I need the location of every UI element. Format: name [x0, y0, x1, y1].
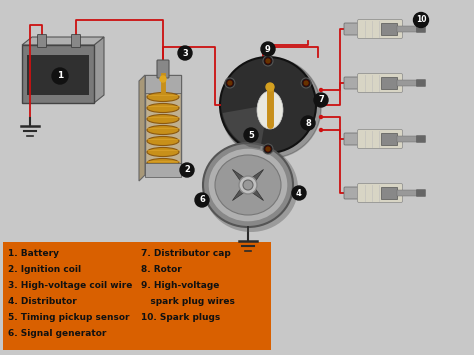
- Polygon shape: [139, 75, 145, 181]
- FancyBboxPatch shape: [397, 190, 417, 196]
- Text: 4. Distributor: 4. Distributor: [8, 297, 77, 306]
- Text: 6. Signal generator: 6. Signal generator: [8, 329, 106, 339]
- FancyBboxPatch shape: [381, 23, 397, 35]
- Circle shape: [265, 58, 271, 64]
- Ellipse shape: [147, 126, 179, 135]
- Text: 2: 2: [184, 165, 190, 175]
- Circle shape: [263, 56, 273, 66]
- Circle shape: [244, 128, 258, 142]
- Text: 10. Spark plugs: 10. Spark plugs: [141, 313, 220, 322]
- Text: 1. Battery: 1. Battery: [8, 250, 59, 258]
- Circle shape: [319, 88, 322, 92]
- Circle shape: [180, 163, 194, 177]
- Circle shape: [319, 104, 322, 106]
- Wedge shape: [223, 105, 268, 150]
- FancyBboxPatch shape: [397, 80, 417, 86]
- Circle shape: [266, 83, 274, 91]
- Ellipse shape: [257, 91, 283, 129]
- Text: 7: 7: [318, 95, 324, 104]
- Circle shape: [225, 78, 235, 88]
- FancyBboxPatch shape: [397, 26, 417, 32]
- Text: 5. Timing pickup sensor: 5. Timing pickup sensor: [8, 313, 129, 322]
- Ellipse shape: [147, 158, 179, 168]
- FancyBboxPatch shape: [357, 73, 402, 93]
- FancyBboxPatch shape: [37, 34, 46, 48]
- Ellipse shape: [147, 115, 179, 124]
- FancyBboxPatch shape: [344, 23, 364, 35]
- FancyBboxPatch shape: [145, 163, 181, 177]
- Ellipse shape: [147, 104, 179, 113]
- Ellipse shape: [203, 143, 293, 227]
- Circle shape: [220, 57, 316, 153]
- FancyBboxPatch shape: [417, 80, 426, 87]
- Text: 10: 10: [416, 16, 426, 24]
- Circle shape: [243, 180, 253, 190]
- FancyBboxPatch shape: [344, 77, 364, 89]
- FancyBboxPatch shape: [27, 55, 89, 95]
- Circle shape: [239, 176, 257, 194]
- Text: 4: 4: [296, 189, 302, 197]
- Text: 6: 6: [199, 196, 205, 204]
- FancyBboxPatch shape: [357, 184, 402, 202]
- FancyBboxPatch shape: [145, 75, 181, 175]
- Polygon shape: [232, 169, 251, 188]
- FancyBboxPatch shape: [397, 136, 417, 142]
- Text: 9: 9: [265, 44, 271, 54]
- Polygon shape: [22, 37, 104, 45]
- Circle shape: [221, 58, 321, 158]
- FancyBboxPatch shape: [157, 60, 169, 78]
- Polygon shape: [94, 37, 104, 103]
- FancyBboxPatch shape: [344, 187, 364, 199]
- Ellipse shape: [147, 93, 179, 102]
- Ellipse shape: [204, 144, 298, 232]
- Circle shape: [301, 78, 311, 88]
- FancyBboxPatch shape: [22, 45, 94, 103]
- Text: 7. Distributor cap: 7. Distributor cap: [141, 250, 231, 258]
- Text: spark plug wires: spark plug wires: [141, 297, 235, 306]
- Text: 8. Rotor: 8. Rotor: [141, 266, 182, 274]
- Text: 3. High-voltage coil wire: 3. High-voltage coil wire: [8, 282, 132, 290]
- Ellipse shape: [215, 155, 281, 215]
- FancyBboxPatch shape: [417, 26, 426, 33]
- Polygon shape: [245, 182, 264, 201]
- Circle shape: [263, 144, 273, 154]
- FancyBboxPatch shape: [417, 190, 426, 197]
- FancyBboxPatch shape: [381, 77, 397, 89]
- Circle shape: [319, 115, 322, 119]
- Circle shape: [178, 46, 192, 60]
- Text: 9. High-voltage: 9. High-voltage: [141, 282, 219, 290]
- Circle shape: [265, 146, 271, 152]
- Text: 3: 3: [182, 49, 188, 58]
- Circle shape: [319, 129, 322, 131]
- Ellipse shape: [147, 147, 179, 157]
- Polygon shape: [232, 182, 251, 201]
- FancyBboxPatch shape: [381, 187, 397, 199]
- Text: 2. Ignition coil: 2. Ignition coil: [8, 266, 81, 274]
- Circle shape: [413, 12, 428, 27]
- Ellipse shape: [147, 137, 179, 146]
- Circle shape: [301, 116, 315, 130]
- FancyBboxPatch shape: [344, 133, 364, 145]
- Ellipse shape: [208, 148, 288, 222]
- FancyBboxPatch shape: [72, 34, 81, 48]
- FancyBboxPatch shape: [145, 75, 181, 93]
- Text: 8: 8: [305, 119, 311, 127]
- FancyBboxPatch shape: [3, 242, 271, 350]
- Circle shape: [261, 42, 275, 56]
- Text: 1: 1: [57, 71, 63, 81]
- FancyBboxPatch shape: [381, 133, 397, 145]
- Polygon shape: [245, 169, 264, 188]
- Circle shape: [160, 76, 166, 82]
- Circle shape: [314, 93, 328, 107]
- FancyBboxPatch shape: [357, 130, 402, 148]
- Circle shape: [303, 80, 309, 86]
- Circle shape: [227, 80, 233, 86]
- Circle shape: [195, 193, 209, 207]
- FancyBboxPatch shape: [357, 20, 402, 38]
- FancyBboxPatch shape: [417, 136, 426, 142]
- Circle shape: [52, 68, 68, 84]
- Circle shape: [292, 186, 306, 200]
- Text: 5: 5: [248, 131, 254, 140]
